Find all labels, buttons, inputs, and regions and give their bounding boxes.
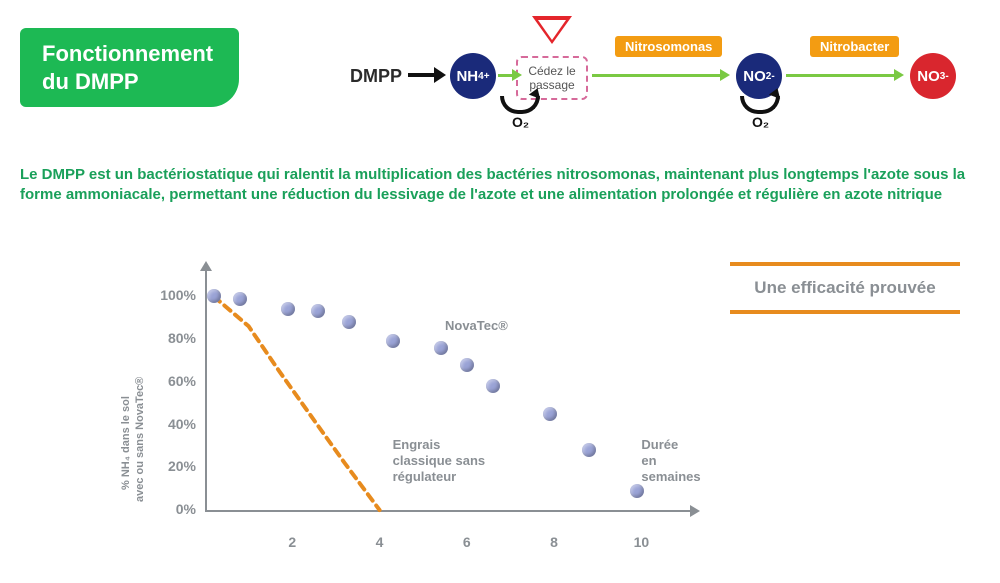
novatec-point xyxy=(386,334,400,348)
xtick: 10 xyxy=(634,534,650,550)
novatec-point xyxy=(281,302,295,316)
arrow-nh4-cedez xyxy=(498,74,512,77)
o2-label-2: O₂ xyxy=(752,114,769,130)
o2-label-1: O₂ xyxy=(512,114,529,130)
arrow-no2-no3 xyxy=(786,74,894,77)
ytick: 80% xyxy=(150,330,196,346)
o2-curve-2 xyxy=(740,96,780,114)
novatec-point xyxy=(434,341,448,355)
nitrosomonas-label: Nitrosomonas xyxy=(615,36,722,57)
duration-label: Durée en semaines xyxy=(641,437,700,484)
title-badge: Fonctionnement du DMPP xyxy=(20,28,239,107)
xtick: 4 xyxy=(376,534,384,550)
xtick: 6 xyxy=(463,534,471,550)
arrow-dmpp-nh4 xyxy=(408,73,434,77)
xtick: 2 xyxy=(288,534,296,550)
cedez-line1: Cédez le xyxy=(526,64,578,78)
title-line2: du DMPP xyxy=(42,68,213,96)
ytick: 100% xyxy=(150,287,196,303)
novatec-point xyxy=(630,484,644,498)
arrow-cedez-no2 xyxy=(592,74,720,77)
description-text: Le DMPP est un bactériostatique qui rale… xyxy=(20,165,980,206)
novatec-point xyxy=(582,443,596,457)
chart: % NH₄ dans le sol avec ou sans NovaTec® … xyxy=(110,260,710,560)
ytick: 20% xyxy=(150,458,196,474)
flow-diagram: DMPP NH4+ Cédez le passage O₂ Nitrosomon… xyxy=(350,18,980,138)
no3-node: NO3- xyxy=(910,53,956,99)
efficacy-bar-top xyxy=(730,262,960,266)
o2-curve-1 xyxy=(500,96,540,114)
ytick: 0% xyxy=(150,501,196,517)
classic-line xyxy=(110,260,710,560)
cedez-box: Cédez le passage xyxy=(516,56,588,100)
dmpp-label: DMPP xyxy=(350,66,402,87)
novatec-point xyxy=(460,358,474,372)
novatec-point xyxy=(543,407,557,421)
efficacy-text: Une efficacité prouvée xyxy=(730,270,960,306)
efficacy-bar-bottom xyxy=(730,310,960,314)
nh4-node: NH4+ xyxy=(450,53,496,99)
novatec-point xyxy=(486,379,500,393)
novatec-point xyxy=(207,289,221,303)
ytick: 60% xyxy=(150,373,196,389)
title-line1: Fonctionnement xyxy=(42,40,213,68)
novatec-point xyxy=(311,304,325,318)
efficacy-callout: Une efficacité prouvée xyxy=(730,258,960,318)
nitrobacter-label: Nitrobacter xyxy=(810,36,899,57)
xtick: 8 xyxy=(550,534,558,550)
novatec-label: NovaTec® xyxy=(445,318,508,334)
novatec-point xyxy=(342,315,356,329)
ytick: 40% xyxy=(150,416,196,432)
classic-label: Engrais classique sans régulateur xyxy=(393,437,486,484)
novatec-point xyxy=(233,292,247,306)
yield-sign-icon xyxy=(532,16,572,44)
